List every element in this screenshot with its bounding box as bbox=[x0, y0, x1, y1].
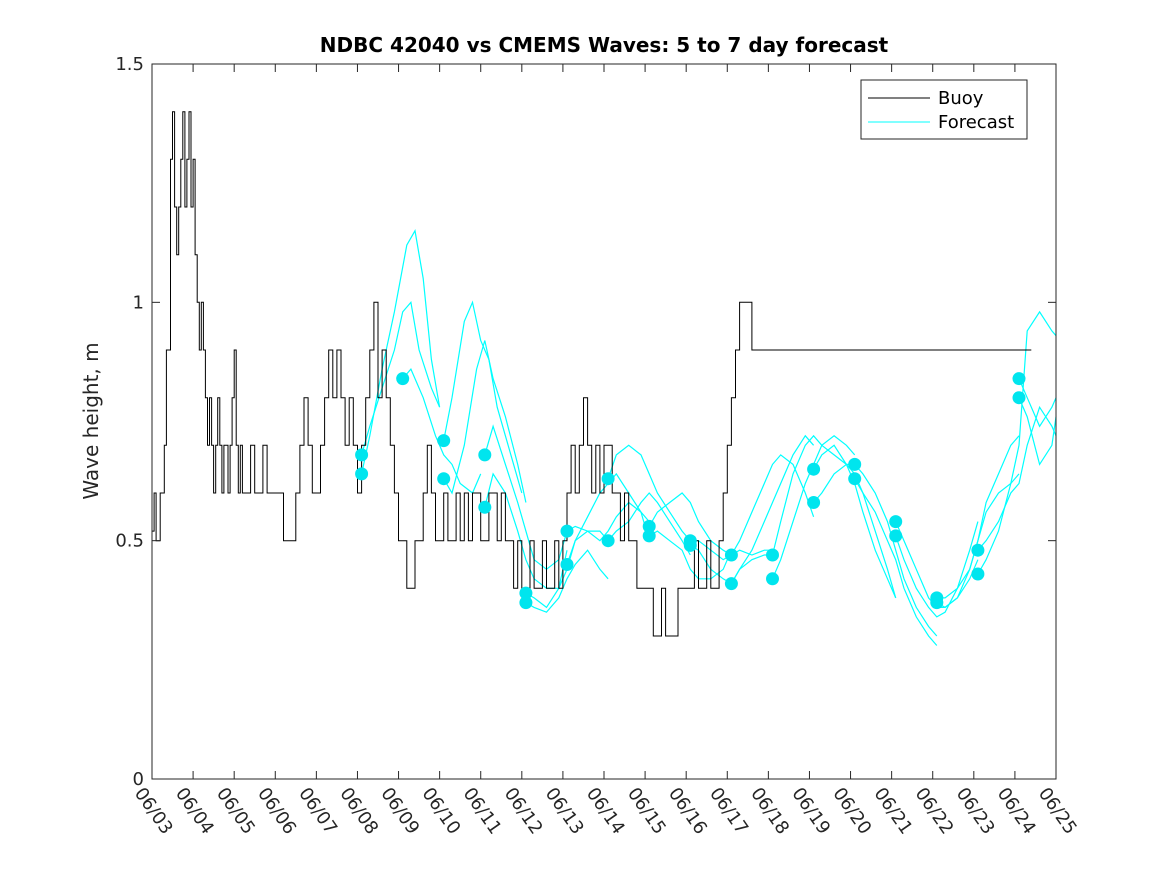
forecast-start-marker bbox=[1012, 391, 1026, 405]
forecast-start-marker bbox=[519, 586, 533, 600]
forecast-markers bbox=[355, 372, 1026, 610]
forecast-start-marker bbox=[560, 524, 574, 538]
forecast-start-marker bbox=[355, 467, 369, 481]
forecast-line bbox=[854, 478, 938, 646]
forecast-start-marker bbox=[724, 577, 738, 591]
forecast-start-marker bbox=[519, 596, 533, 610]
forecast-start-marker bbox=[889, 515, 903, 529]
forecast-start-marker bbox=[807, 462, 821, 476]
forecast-start-marker bbox=[971, 567, 985, 581]
forecast-line bbox=[525, 549, 609, 613]
forecast-line bbox=[607, 444, 691, 542]
forecast-line bbox=[977, 405, 1057, 551]
y-tick-label: 0 bbox=[133, 769, 144, 790]
y-axis-label: Wave height, m bbox=[79, 342, 103, 499]
legend-box bbox=[860, 79, 1028, 140]
forecast-line bbox=[854, 464, 938, 637]
forecast-line bbox=[977, 310, 1057, 575]
y-tick-label: 0.5 bbox=[115, 531, 144, 552]
forecast-start-marker bbox=[766, 572, 779, 586]
forecast-start-marker bbox=[601, 472, 615, 486]
forecast-line bbox=[771, 434, 855, 556]
forecast-start-marker bbox=[848, 472, 862, 486]
forecast-line bbox=[361, 300, 441, 456]
forecast-start-marker bbox=[478, 500, 492, 514]
forecast-start-marker bbox=[396, 372, 410, 386]
forecast-start-marker bbox=[1012, 372, 1026, 386]
legend: Buoy Forecast bbox=[860, 79, 1028, 140]
axes-background bbox=[152, 64, 1056, 779]
forecast-line bbox=[402, 367, 482, 494]
y-tick-label: 1 bbox=[133, 292, 144, 313]
chart-title: NDBC 42040 vs CMEMS Waves: 5 to 7 day fo… bbox=[320, 33, 889, 57]
forecast-start-marker bbox=[724, 548, 738, 562]
forecast-start-marker bbox=[683, 538, 697, 552]
forecast-start-marker bbox=[601, 534, 615, 548]
forecast-start-marker bbox=[889, 529, 903, 543]
forecast-line bbox=[1018, 397, 1057, 466]
forecast-line bbox=[936, 473, 1020, 609]
forecast-start-marker bbox=[971, 543, 985, 557]
buoy-line bbox=[152, 111, 1032, 637]
forecast-line bbox=[443, 340, 527, 503]
plot-area bbox=[151, 63, 1057, 780]
forecast-start-marker bbox=[642, 529, 656, 543]
forecast-start-marker bbox=[930, 596, 944, 610]
forecast-start-marker bbox=[766, 548, 779, 562]
forecast-start-marker bbox=[807, 496, 821, 509]
forecast-line bbox=[443, 300, 523, 494]
legend-forecast-label: Forecast bbox=[938, 112, 1014, 133]
forecast-line bbox=[730, 434, 815, 584]
forecast-start-marker bbox=[437, 434, 451, 448]
buoy-series bbox=[152, 111, 1032, 637]
forecast-line bbox=[895, 521, 979, 618]
forecast-start-marker bbox=[560, 558, 574, 571]
forecast-line bbox=[730, 454, 815, 556]
legend-buoy-label: Buoy bbox=[938, 88, 984, 109]
forecast-start-marker bbox=[848, 457, 862, 471]
forecast-start-marker bbox=[355, 448, 369, 462]
forecast-start-marker bbox=[642, 519, 656, 533]
forecast-line bbox=[1018, 378, 1057, 428]
y-axis: 0 0.5 1 1.5 bbox=[115, 54, 1056, 790]
forecast-start-marker bbox=[478, 448, 492, 462]
y-tick-label: 1.5 bbox=[115, 54, 144, 75]
forecast-start-marker bbox=[437, 472, 451, 486]
